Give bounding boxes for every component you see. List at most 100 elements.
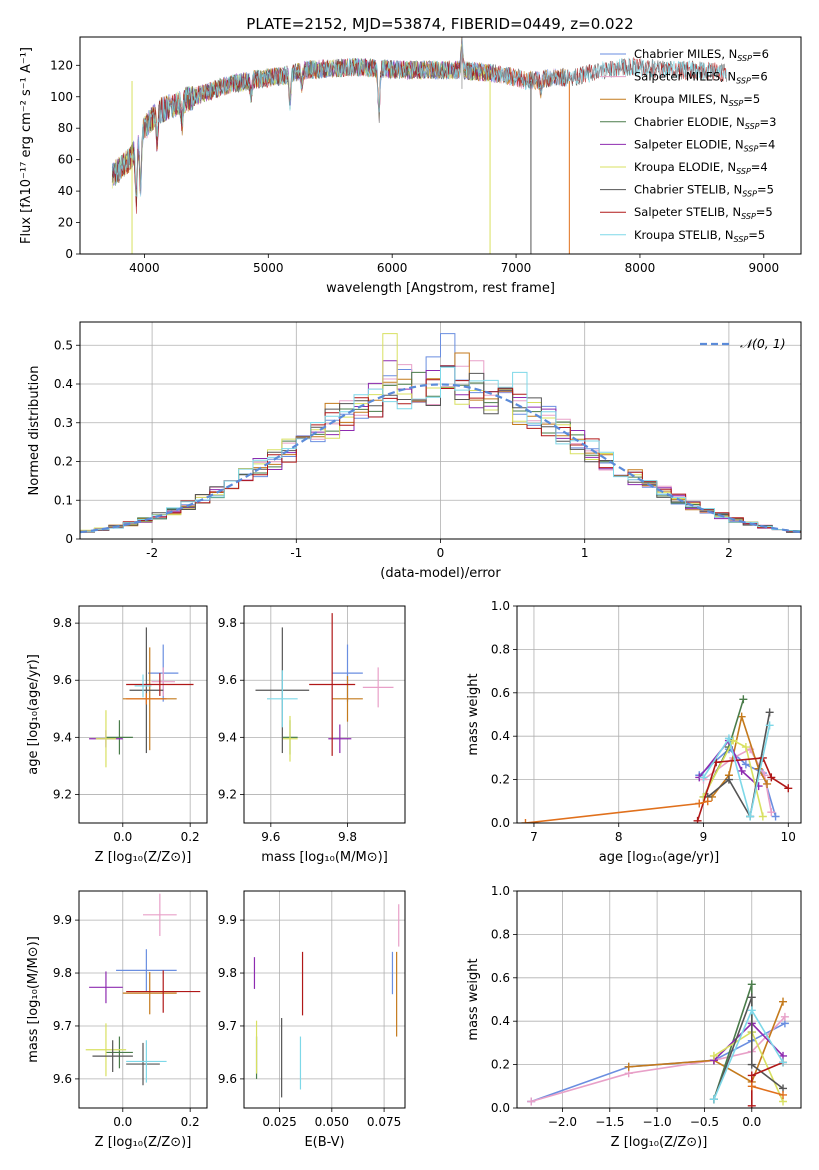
legend-entry: Chabrier ELODIE, NSSP=3 [634,115,776,131]
legend-series-name: Kroupa STELIB [634,228,718,242]
legend-nssp-label: , N [725,205,741,219]
weight-marker [741,743,750,752]
weight-marker [765,708,774,717]
weight-marker [747,1006,756,1015]
legend-entry: Salpeter MILES, NSSP=6 [634,70,768,86]
y-tick-label: 9.8 [218,966,237,980]
x-axis-label: Z [log₁₀(Z/Z⊙)] [95,850,192,865]
normal-distribution-curve [80,383,801,534]
legend-nssp-sub: SSP [736,77,751,86]
weight-line [702,739,764,817]
weight-marker [693,816,702,823]
y-tick-label: 0.1 [54,493,73,507]
weight-marker [758,812,767,821]
legend-entry: Kroupa STELIB, NSSP=5 [634,228,765,244]
weight-marker [695,799,704,808]
x-tick-label: 0.025 [262,1115,296,1129]
legend-entry: 𝒩(0, 1) [740,336,786,351]
y-tick-label: 60 [58,153,73,167]
legend-nssp-value: =5 [756,205,773,219]
weight-marker [737,766,746,775]
weight-marker [703,797,712,806]
legend-series-name: Salpeter ELODIE [634,137,728,151]
y-axis-label: mass weight [466,958,481,1040]
weight-marker [737,712,746,721]
weight-marker [779,997,788,1006]
panel-age_vs_Z: 0.0 0.2 9.2 9.4 9.6 9.8 Z [log₁₀(Z/Z⊙)] age [lo… [26,605,208,865]
y-tick-label: 9.7 [218,1019,237,1033]
y-tick-label: 1.0 [491,884,510,898]
weight-marker [767,773,776,782]
y-axis-label: Normed distribution [27,366,42,496]
panel-mass_vs_EBV: 0.025 0.050 0.075 9.6 9.7 9.8 9.9 E(B-V) [218,890,406,1150]
legend-nssp-sub: SSP [734,235,749,244]
weight-marker [624,1062,633,1071]
x-tick-label: 9.6 [261,830,280,844]
y-tick-label: 9.2 [53,787,72,801]
legend-series-name: Salpeter MILES [634,70,720,84]
y-tick-label: 80 [58,121,73,135]
legend-series-name: Salpeter STELIB [634,205,725,219]
weight-marker [771,812,780,821]
axes-frame [78,890,208,1109]
y-tick-label: 0.2 [491,773,510,787]
legend-entry: Kroupa ELODIE, NSSP=4 [634,160,768,176]
axes-frame [79,321,802,540]
plot-area [111,37,727,254]
weight-marker [747,980,756,989]
legend-nssp-label: , N [729,115,745,129]
plot-area [527,980,789,1108]
legend-entry: Chabrier STELIB, NSSP=5 [634,183,774,199]
y-tick-label: 9.6 [218,1072,237,1086]
legend-nssp-label: , N [718,228,734,242]
weight-line [751,1085,784,1096]
y-tick-label: 0.6 [491,971,510,985]
weight-marker [724,775,733,784]
plot-area [255,613,394,762]
y-tick-label: 9.4 [218,730,237,744]
legend-nssp-value: =5 [757,183,774,197]
y-tick-label: 9.6 [53,1072,72,1086]
y-tick-label: 9.6 [218,673,237,687]
legend-nssp-label: , N [721,47,737,61]
axes-frame [243,890,406,1109]
x-tick-label: 0.2 [181,1115,200,1129]
x-axis-label: age [log₁₀(age/yr)] [599,850,720,865]
weight-marker [779,1058,788,1067]
weight-marker [521,819,530,823]
y-tick-label: 0.5 [54,338,73,352]
x-tick-label: 6000 [377,261,408,275]
legend-nssp-sub: SSP [741,212,756,221]
panel-mass_vs_Z: 0.0 0.2 9.6 9.7 9.8 9.9 Z [log₁₀(Z/Z⊙)] mass [l… [26,890,208,1150]
weight-marker [729,736,738,745]
x-axis-label: Z [log₁₀(Z/Z⊙)] [95,1135,192,1150]
figure-title: PLATE=2152, MJD=53874, FIBERID=0449, z=0… [246,15,633,33]
weight-line [530,1016,786,1103]
spectrum-line [111,37,727,197]
y-axis-label: age [log₁₀(age/yr)] [26,654,41,775]
weight-marker [527,1097,536,1106]
plot-area [253,904,400,1098]
weight-marker [780,1012,789,1021]
weight-marker [765,721,774,730]
legend-nssp-label: , N [720,70,736,84]
x-axis-label: E(B-V) [304,1135,344,1150]
weight-marker [699,773,708,782]
legend-nssp-label: , N [713,92,729,106]
x-tick-label: 7000 [501,261,532,275]
weight-marker [746,812,755,821]
weight-marker [784,784,793,793]
y-tick-label: 9.7 [53,1019,72,1033]
spectrum-line [112,41,727,214]
panel-spectrum: 4000 5000 6000 7000 8000 9000 0 20 40 60 80 100 120 w… [19,36,802,296]
legend-entry: Salpeter STELIB, NSSP=5 [634,205,773,221]
x-tick-label: 0.050 [315,1115,349,1129]
weight-marker [724,734,733,743]
y-axis-label: mass weight [466,673,481,755]
legend-series-name: Chabrier ELODIE [634,115,729,129]
x-tick-label: -1 [290,546,302,560]
y-axis-label: mass [log₁₀(M/M⊙)] [26,936,41,1063]
weight-line [713,997,784,1100]
weight-marker [747,993,756,1002]
